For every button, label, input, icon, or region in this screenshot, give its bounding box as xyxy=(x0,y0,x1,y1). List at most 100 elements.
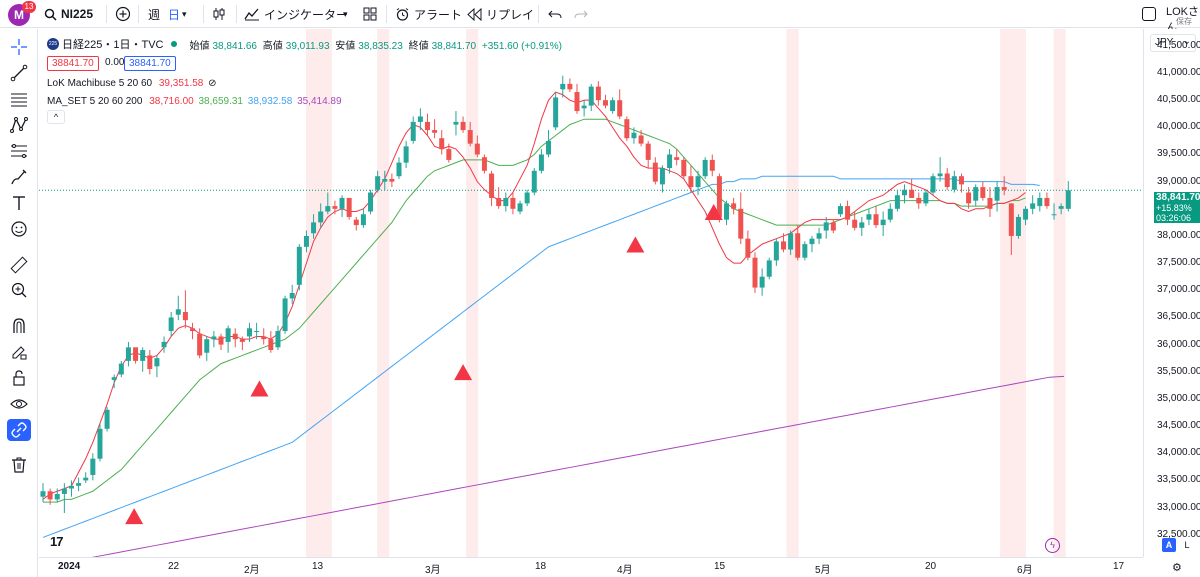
sell-price-box[interactable]: 38841.70 xyxy=(47,56,99,71)
undo-button[interactable] xyxy=(545,4,565,24)
interval-dropdown-chevron-icon[interactable]: ▾ xyxy=(182,8,187,19)
save-checkbox[interactable] xyxy=(1142,7,1156,21)
tradingview-logo[interactable]: 17 xyxy=(50,534,64,549)
candle-body xyxy=(403,146,409,163)
collapse-legend-button[interactable]: ^ xyxy=(47,110,65,124)
log-scale-button[interactable]: L xyxy=(1184,540,1190,550)
link-icon xyxy=(11,422,27,438)
emoji-tool[interactable] xyxy=(7,218,31,240)
buy-price-box[interactable]: 38841.70 xyxy=(124,56,176,71)
candle-body xyxy=(261,336,267,340)
stay-drawing-tool[interactable] xyxy=(7,341,31,363)
ruler-tool[interactable] xyxy=(7,254,31,276)
candle-body xyxy=(709,159,715,171)
text-tool[interactable] xyxy=(7,192,31,214)
last-price: 38,841.70 xyxy=(1156,192,1200,203)
magnet-tool[interactable] xyxy=(7,315,31,337)
indicator-legend-ma[interactable]: MA_SET 5 20 60 200 38,716.00 38,659.31 3… xyxy=(47,96,342,107)
candle-body xyxy=(624,119,630,139)
low-value: 38,835.23 xyxy=(358,40,403,52)
price-chart[interactable] xyxy=(39,29,1143,557)
candle-body xyxy=(674,157,680,160)
candle-body xyxy=(538,154,544,171)
currency-selector[interactable]: JPY ⌄ xyxy=(1150,34,1196,52)
time-axis[interactable] xyxy=(39,557,1143,577)
alert-button[interactable]: アラート xyxy=(395,0,462,28)
add-symbol-button[interactable] xyxy=(113,4,133,24)
brush-tool[interactable] xyxy=(7,166,31,188)
lightning-icon[interactable]: ϟ xyxy=(1045,538,1060,553)
candle-body xyxy=(645,143,651,160)
candle-body xyxy=(311,222,317,234)
horizontal-lines-tool[interactable] xyxy=(7,88,31,110)
open-value: 38,841.66 xyxy=(212,40,257,52)
auto-scale-button[interactable]: A xyxy=(1162,538,1176,552)
interval-week-button[interactable]: 週 xyxy=(148,7,161,22)
ma20-value: 38,659.31 xyxy=(198,96,244,107)
candle-body xyxy=(496,197,502,207)
redo-button[interactable] xyxy=(571,4,591,24)
candle-body xyxy=(1065,190,1071,209)
candle-body xyxy=(581,105,587,109)
candle-body xyxy=(652,162,658,182)
candle-body xyxy=(396,162,402,177)
price-tick: 33,500.00 xyxy=(1157,474,1200,486)
close-key: 終値 xyxy=(408,40,429,52)
candle-body xyxy=(268,339,274,351)
pattern-tool[interactable] xyxy=(7,114,31,136)
price-tick: 32,500.00 xyxy=(1157,528,1200,540)
candle-body xyxy=(1058,206,1064,209)
layout-grid-button[interactable] xyxy=(360,4,380,24)
candle-body xyxy=(40,491,46,497)
candle-body xyxy=(133,347,139,361)
indicator-legend-lok[interactable]: LoK Machibuse 5 20 60 39,351.58 ⊘ xyxy=(47,78,217,89)
trend-line-tool[interactable] xyxy=(7,62,31,84)
candle-body xyxy=(275,331,281,348)
high-key: 高値 xyxy=(262,40,283,52)
hidden-eye-icon[interactable]: ⊘ xyxy=(208,78,217,89)
hide-drawings-tool[interactable] xyxy=(7,393,31,415)
symbol-search[interactable]: NI225 xyxy=(44,0,93,28)
sync-drawings-tool[interactable] xyxy=(7,419,31,441)
delete-drawings-tool[interactable] xyxy=(7,454,31,476)
text-icon xyxy=(13,196,25,210)
candle-body xyxy=(631,132,637,139)
lock-drawings-tool[interactable] xyxy=(7,367,31,389)
signal-triangle xyxy=(454,364,473,381)
ohlc-values: 始値 38,841.66 高値 39,011.93 安値 38,835.23 終値 38… xyxy=(189,37,564,52)
candle-body xyxy=(1037,197,1043,207)
candle-body xyxy=(524,192,530,204)
user-name[interactable]: LOKさん xyxy=(1166,6,1200,34)
candle-body xyxy=(97,428,103,459)
trash-icon xyxy=(12,457,26,473)
candle-body xyxy=(731,203,737,209)
replay-button[interactable]: リプレイ xyxy=(467,0,534,28)
close-value: 38,841.70 xyxy=(431,40,477,52)
price-tick: 40,500.00 xyxy=(1157,94,1200,106)
candle-body xyxy=(567,83,573,90)
signal-triangle xyxy=(125,508,144,525)
candle-body xyxy=(175,309,181,315)
interval-day-button[interactable]: 日 xyxy=(168,7,181,22)
candle-style-button[interactable] xyxy=(209,4,229,24)
gear-icon[interactable]: ⚙ xyxy=(1172,562,1182,574)
ma20-line xyxy=(43,118,1026,503)
price-tick: 36,500.00 xyxy=(1157,311,1200,323)
fib-tool[interactable] xyxy=(7,140,31,162)
undo-icon xyxy=(548,10,562,19)
price-axis[interactable] xyxy=(1143,29,1200,557)
time-tick: 2月 xyxy=(244,565,260,576)
change-value: +351.60 (+0.91%) xyxy=(481,40,562,52)
indicators-dropdown-chevron-icon[interactable]: ▾ xyxy=(343,8,348,19)
symbol-title[interactable]: 日経225・1日・TVC xyxy=(62,39,164,51)
candle-body xyxy=(339,197,345,209)
indicators-button[interactable]: インジケーター xyxy=(244,0,348,28)
candle-body xyxy=(154,358,160,367)
signal-triangle xyxy=(250,380,269,397)
crosshair-tool[interactable] xyxy=(7,36,31,58)
zoom-tool[interactable] xyxy=(7,279,31,301)
candle-body xyxy=(76,483,82,486)
price-tick: 37,500.00 xyxy=(1157,257,1200,269)
candle-body xyxy=(759,276,765,288)
candle-body xyxy=(816,233,822,239)
